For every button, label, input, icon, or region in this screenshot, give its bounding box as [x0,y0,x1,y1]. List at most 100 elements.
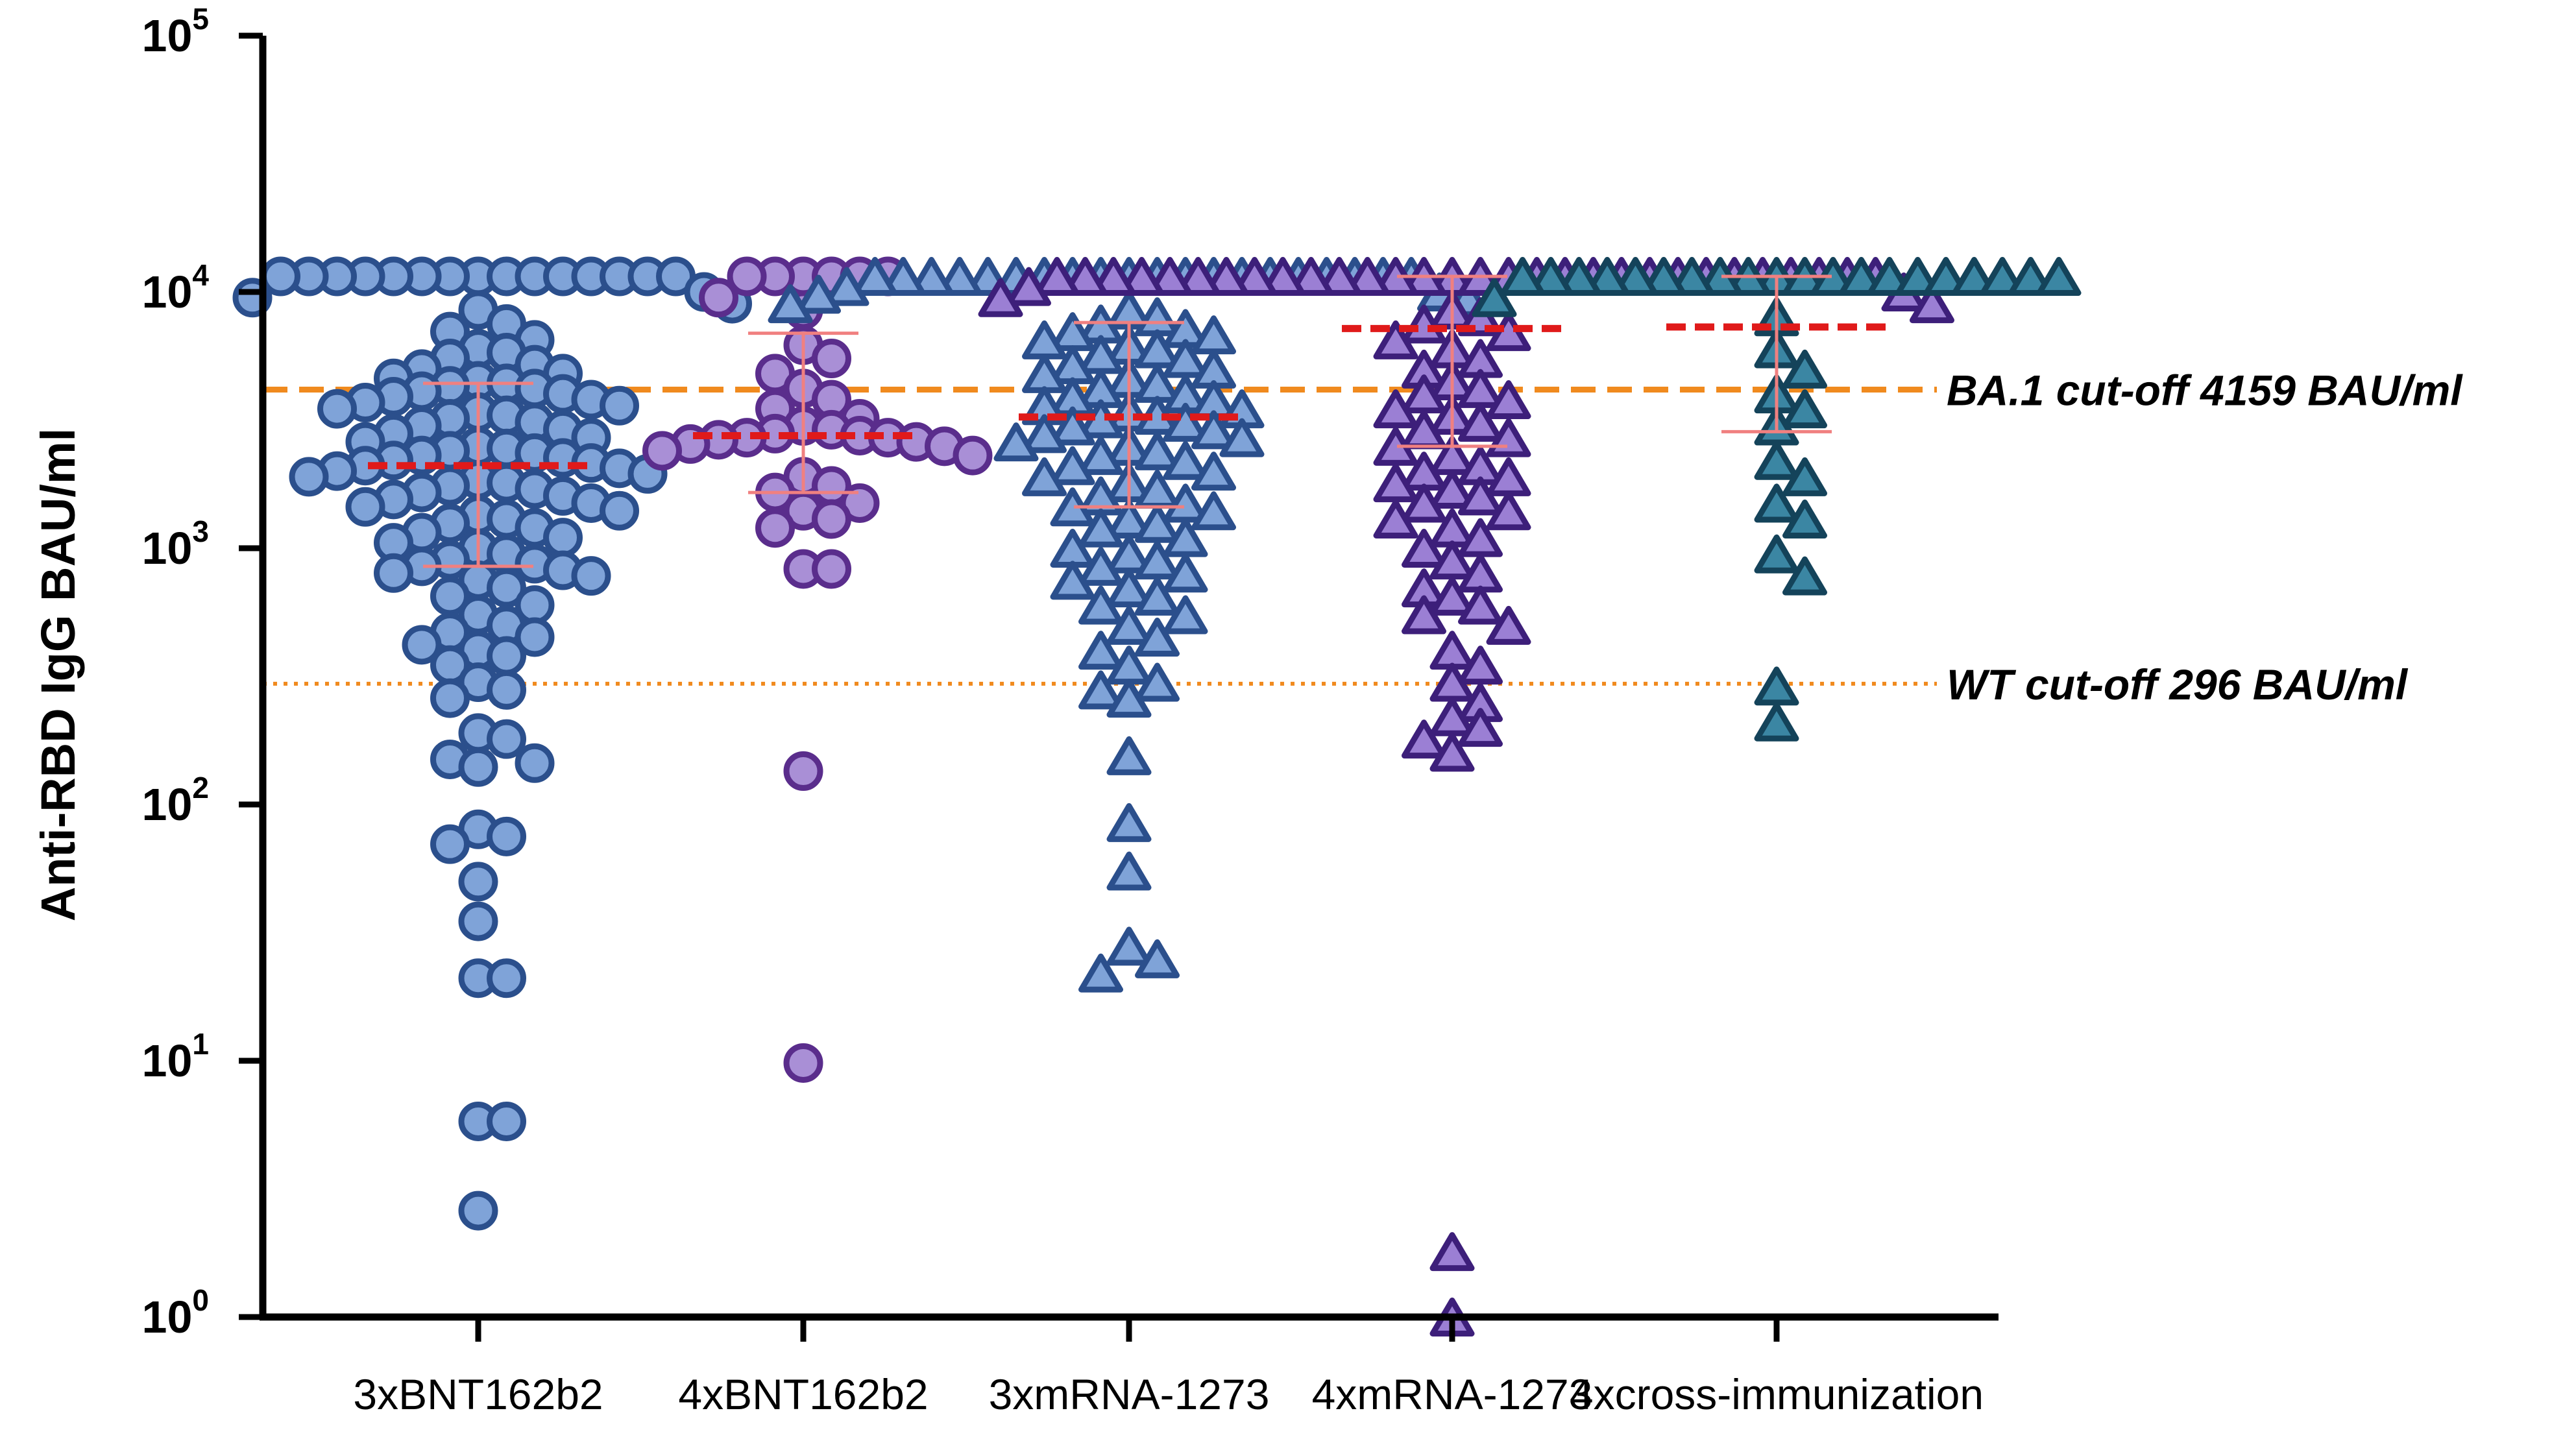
point-4xcross-immunization-16 [1528,257,1574,296]
point-3xmRNA-1273-51 [1050,406,1095,446]
point-3xBNT162b2-38 [600,385,639,426]
point-3xmRNA-1273-82 [1163,595,1208,635]
point-4xBNT162b2-9 [812,339,851,379]
point-3xmRNA-1273-71 [1078,508,1123,548]
point-3xmRNA-1273-79 [1106,568,1152,608]
point-3xmRNA-1273-50 [1163,402,1208,442]
point-3xmRNA-1273-62 [1022,457,1067,496]
point-3xBNT162b2-105 [515,743,555,783]
point-3xmRNA-1273-58 [1078,436,1123,476]
point-4xcross-immunization-12 [1585,257,1630,296]
point-3xmRNA-1273-75 [1135,540,1180,580]
x-tick-label-0: 3xBNT162b2 [353,1370,603,1418]
point-3xmRNA-1273-22 [796,274,841,314]
point-4xmRNA-1273-48 [1458,402,1503,442]
point-4xmRNA-1273-28 [1034,257,1080,296]
point-3xBNT162b2-108 [487,816,526,856]
point-4xmRNA-1273-57 [1429,469,1475,509]
point-3xBNT162b2-94 [515,617,555,657]
point-4xmRNA-1273-30 [1006,267,1051,306]
point-4xcross-immunization-6 [1670,257,1714,296]
point-4xmRNA-1273-78 [1402,720,1446,759]
point-3xBNT162b2-106 [458,747,498,787]
y-tick-label-0: 100 [142,1283,209,1342]
point-3xmRNA-1273-76 [1078,546,1123,586]
point-3xmRNA-1273-80 [1135,576,1180,616]
point-4xmRNA-1273-58 [1458,476,1503,516]
point-4xmRNA-1273-77 [1458,708,1503,747]
point-3xBNT162b2-103 [487,719,526,759]
point-3xmRNA-1273-87 [1135,662,1180,702]
point-4xmRNA-1273-72 [1429,631,1475,670]
point-4xmRNA-1273-36 [1402,304,1446,344]
point-4xBNT162b2-32 [812,499,851,539]
y-tick-label-5: 105 [142,2,209,61]
point-4xmRNA-1273-14 [1232,257,1277,296]
x-tick-label-2: 3xmRNA-1273 [989,1370,1270,1418]
point-4xmRNA-1273-38 [1373,320,1418,359]
point-3xBNT162b2-39 [317,389,357,429]
point-3xmRNA-1273-70 [1135,503,1180,543]
x-tick-label-1: 4xBNT162b2 [678,1370,928,1418]
point-3xBNT162b2-97 [487,636,526,676]
point-3xmRNA-1273-55 [993,422,1039,462]
point-3xBNT162b2-109 [430,824,470,864]
point-4xBNT162b2-37 [783,1043,823,1083]
point-4xmRNA-1273-22 [1119,257,1164,296]
point-4xcross-immunization-34 [1754,702,1799,742]
point-4xmRNA-1273-71 [1486,605,1531,645]
point-3xBNT162b2-85 [374,553,413,593]
point-3xmRNA-1273-77 [1163,553,1208,593]
point-4xcross-immunization-5 [1839,257,1884,296]
point-4xmRNA-1273-73 [1458,646,1503,685]
point-4xcross-immunization-19 [2036,257,2082,296]
reference-line-label-1: BA.1 cut-off 4159 BAU/ml [1947,366,2463,414]
point-4xcross-immunization-17 [2008,257,2053,296]
point-4xmRNA-1273-68 [1429,576,1475,616]
point-3xmRNA-1273-60 [1050,446,1095,485]
point-4xcross-immunization-29 [1754,483,1799,523]
point-3xBNT162b2-70 [345,487,385,527]
point-3xBNT162b2-101 [430,678,470,718]
point-3xmRNA-1273-54 [1219,418,1265,457]
point-4xmRNA-1273-59 [1402,483,1446,523]
point-4xcross-immunization-15 [1980,257,2025,296]
point-4xmRNA-1273-10 [1289,257,1333,296]
point-4xcross-immunization-10 [1613,257,1658,296]
point-3xmRNA-1273-12 [937,257,982,296]
point-4xcross-immunization-9 [1895,257,1940,296]
point-3xmRNA-1273-93 [1106,926,1152,966]
x-tick-label-4: 4xcross-immunization [1570,1370,1984,1418]
point-4xmRNA-1273-24 [1091,257,1136,296]
point-3xBNT162b2-116 [458,1191,498,1231]
point-3xBNT162b2-95 [402,625,442,665]
point-3xmRNA-1273-83 [1106,605,1152,645]
point-3xmRNA-1273-59 [1163,441,1208,480]
point-3xmRNA-1273-24 [768,284,813,324]
point-4xcross-immunization-30 [1782,499,1827,538]
point-4xBNT162b2-6 [699,278,738,318]
point-4xmRNA-1273-64 [1402,529,1446,568]
y-tick-label-3: 103 [142,514,209,574]
point-3xBNT162b2-61 [289,457,329,497]
point-4xBNT162b2-36 [783,751,823,792]
point-3xmRNA-1273-20 [824,267,869,306]
point-3xBNT162b2-111 [458,901,498,941]
point-3xmRNA-1273-91 [1106,803,1152,842]
point-4xcross-immunization-23 [1782,349,1827,389]
y-tick-label-4: 104 [142,258,210,317]
point-4xBNT162b2-35 [812,549,851,589]
point-3xmRNA-1273-61 [1191,452,1236,491]
point-3xBNT162b2-113 [487,958,526,998]
data-points [232,256,2082,1336]
x-tick-label-3: 4xmRNA-1273 [1312,1370,1593,1418]
point-4xmRNA-1273-70 [1402,595,1446,635]
point-4xBNT162b2-4 [727,256,767,296]
point-4xmRNA-1273-6 [1345,257,1390,296]
point-3xBNT162b2-100 [487,670,526,710]
point-4xcross-immunization-20 [1472,278,1517,317]
point-4xcross-immunization-7 [1867,257,1912,296]
point-4xmRNA-1273-33 [1910,284,1954,324]
point-4xcross-immunization-32 [1782,556,1827,596]
